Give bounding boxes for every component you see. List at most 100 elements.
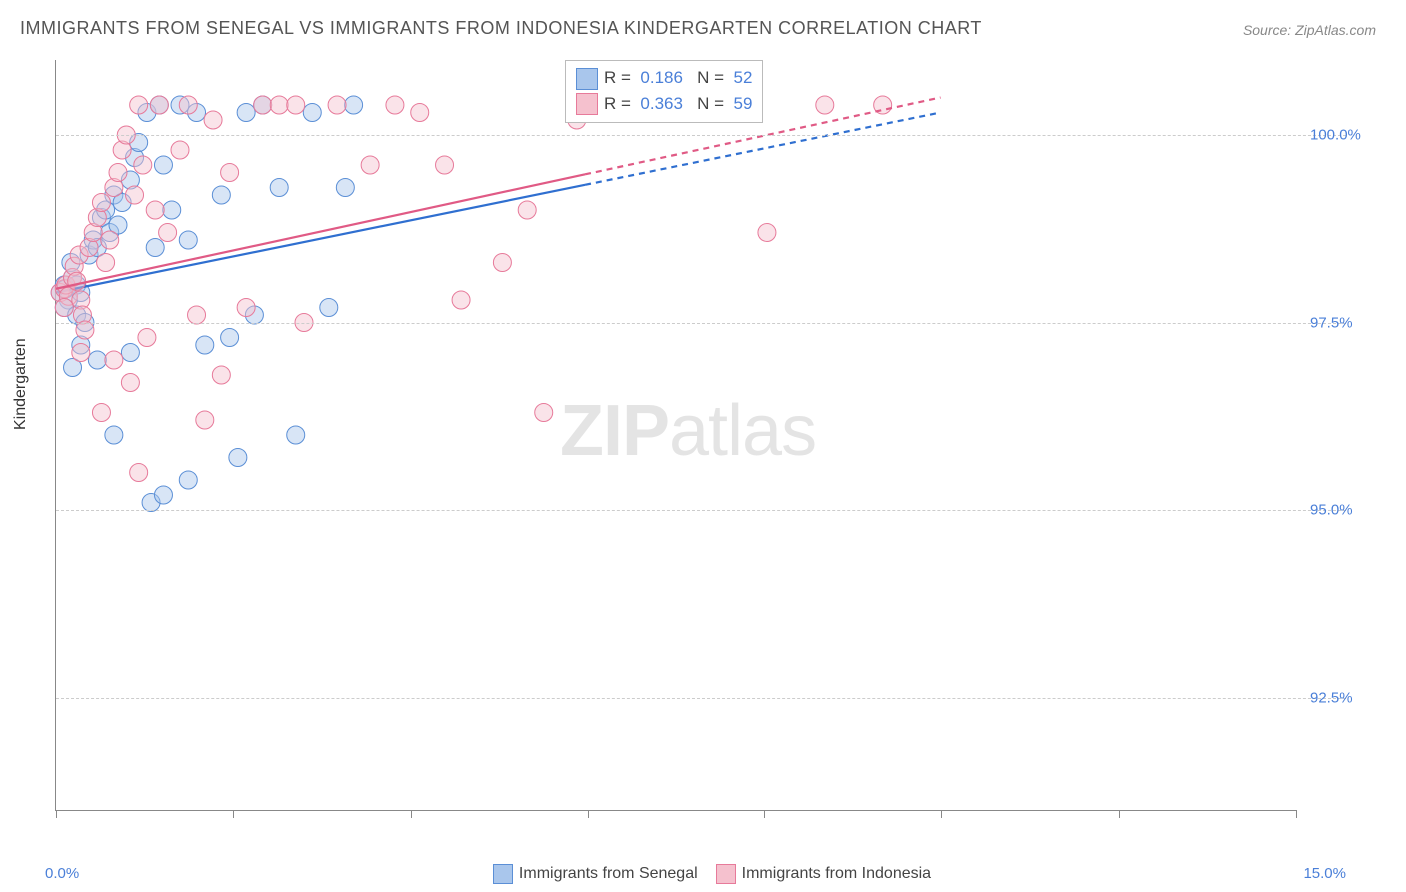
x-tick-mark (588, 810, 589, 818)
scatter-point (72, 344, 90, 362)
x-tick-mark (56, 810, 57, 818)
legend-swatch (576, 93, 598, 115)
source-credit: Source: ZipAtlas.com (1243, 22, 1376, 38)
legend-swatch (716, 864, 736, 884)
page-title: IMMIGRANTS FROM SENEGAL VS IMMIGRANTS FR… (20, 18, 982, 39)
scatter-point (303, 104, 321, 122)
scatter-point (361, 156, 379, 174)
scatter-point (105, 351, 123, 369)
scatter-point (411, 104, 429, 122)
correlation-stats-box: R = 0.186 N = 52R = 0.363 N = 59 (565, 60, 763, 123)
scatter-point (150, 96, 168, 114)
scatter-point (345, 96, 363, 114)
stat-n-label: N = (697, 68, 729, 87)
scatter-point (212, 366, 230, 384)
scatter-point (179, 231, 197, 249)
gridline-h (56, 135, 1346, 136)
x-tick-mark (941, 810, 942, 818)
scatter-point (336, 179, 354, 197)
scatter-point (518, 201, 536, 219)
gridline-h (56, 698, 1346, 699)
scatter-point (287, 96, 305, 114)
scatter-point (130, 464, 148, 482)
scatter-point (76, 321, 94, 339)
scatter-point (287, 426, 305, 444)
scatter-point (159, 224, 177, 242)
plot-area (55, 60, 1296, 811)
stat-r-label: R = (604, 94, 636, 113)
scatter-point (237, 299, 255, 317)
scatter-point (196, 336, 214, 354)
scatter-point (179, 471, 197, 489)
legend-label: Immigrants from Indonesia (742, 865, 931, 882)
stat-r-label: R = (604, 68, 636, 87)
y-tick-label: 97.5% (1310, 314, 1353, 331)
gridline-h (56, 323, 1346, 324)
scatter-point (386, 96, 404, 114)
x-tick-mark (411, 810, 412, 818)
scatter-point (105, 426, 123, 444)
scatter-point (436, 156, 454, 174)
scatter-point (328, 96, 346, 114)
scatter-point (229, 449, 247, 467)
scatter-point (154, 486, 172, 504)
scatter-point (68, 272, 86, 290)
scatter-point (88, 351, 106, 369)
stat-n-value: 59 (734, 94, 753, 113)
scatter-point (146, 239, 164, 257)
y-tick-label: 95.0% (1310, 502, 1353, 519)
scatter-point (163, 201, 181, 219)
x-tick-mark (1296, 810, 1297, 818)
scatter-point (493, 254, 511, 272)
scatter-point (154, 156, 172, 174)
y-tick-label: 92.5% (1310, 689, 1353, 706)
scatter-point (254, 96, 272, 114)
stat-n-label: N = (697, 94, 729, 113)
scatter-point (130, 96, 148, 114)
scatter-point (134, 156, 152, 174)
y-tick-label: 100.0% (1310, 127, 1361, 144)
scatter-point (221, 164, 239, 182)
scatter-point (270, 179, 288, 197)
x-tick-mark (1119, 810, 1120, 818)
x-tick-mark (233, 810, 234, 818)
stats-row: R = 0.186 N = 52 (576, 65, 752, 91)
scatter-point (146, 201, 164, 219)
stats-row: R = 0.363 N = 59 (576, 91, 752, 117)
scatter-point (92, 404, 110, 422)
scatter-point (97, 254, 115, 272)
scatter-point (121, 344, 139, 362)
stat-r-value: 0.363 (640, 94, 683, 113)
legend-swatch (493, 864, 513, 884)
scatter-point (212, 186, 230, 204)
scatter-point (109, 164, 127, 182)
x-tick-mark (764, 810, 765, 818)
scatter-point (55, 299, 73, 317)
scatter-point (138, 329, 156, 347)
legend-swatch (576, 68, 598, 90)
scatter-point (221, 329, 239, 347)
scatter-point (179, 96, 197, 114)
scatter-point (121, 374, 139, 392)
scatter-point (320, 299, 338, 317)
scatter-point (452, 291, 470, 309)
scatter-point (237, 104, 255, 122)
scatter-point (816, 96, 834, 114)
scatter-point (270, 96, 288, 114)
scatter-point (92, 194, 110, 212)
trend-line-dashed (585, 113, 940, 185)
stat-n-value: 52 (734, 68, 753, 87)
scatter-point (535, 404, 553, 422)
stat-r-value: 0.186 (640, 68, 683, 87)
scatter-point (126, 186, 144, 204)
scatter-point (196, 411, 214, 429)
gridline-h (56, 510, 1346, 511)
y-axis-label: Kindergarten (12, 338, 30, 430)
scatter-point (188, 306, 206, 324)
legend-label: Immigrants from Senegal (519, 865, 698, 882)
scatter-point (101, 231, 119, 249)
scatter-point (758, 224, 776, 242)
bottom-legend: Immigrants from Senegal Immigrants from I… (0, 864, 1406, 884)
scatter-point (204, 111, 222, 129)
scatter-point (171, 141, 189, 159)
